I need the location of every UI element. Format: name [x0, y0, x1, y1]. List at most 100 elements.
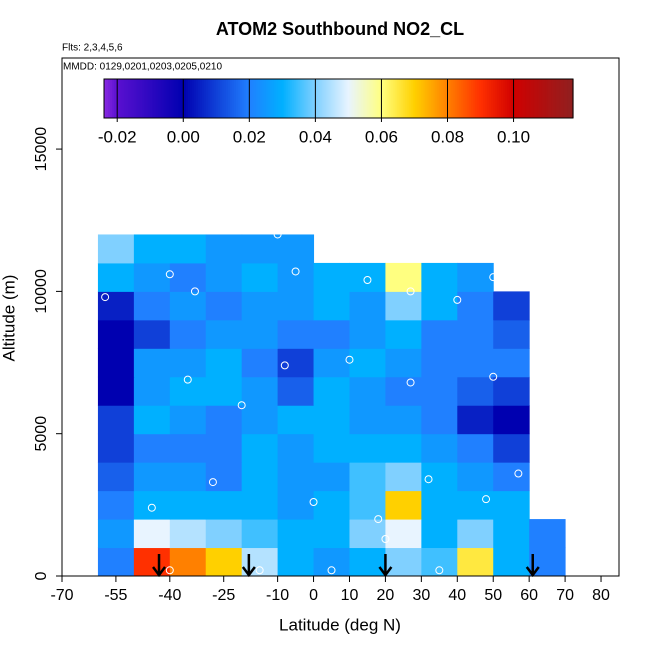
- colorbar-segment: [269, 79, 273, 118]
- heatmap-cell: [97, 405, 135, 435]
- colorbar-segment: [347, 79, 351, 118]
- colorbar-segment: [361, 79, 365, 118]
- sample-point: [489, 273, 498, 282]
- colorbar-segment: [297, 79, 301, 118]
- heatmap-cell: [349, 262, 386, 292]
- heatmap-cell: [385, 291, 422, 321]
- colorbar-segment: [221, 79, 225, 118]
- colorbar-segment: [437, 79, 440, 118]
- colorbar-segment: [335, 79, 339, 118]
- colorbar-segment: [407, 79, 410, 118]
- heatmap-cell: [133, 262, 171, 292]
- colorbar-segment: [421, 79, 424, 118]
- heatmap-cell: [385, 348, 422, 378]
- x-tick-label: 30: [412, 587, 430, 604]
- heatmap-cell: [313, 433, 350, 463]
- heatmap-cell: [457, 490, 494, 520]
- colorbar-segment: [419, 79, 422, 118]
- colorbar-segment: [567, 79, 570, 118]
- heatmap-cell: [205, 234, 243, 264]
- colorbar-segment: [213, 79, 217, 118]
- heatmap-cell: [97, 291, 135, 321]
- colorbar-segment: [129, 79, 133, 118]
- heatmap-cell: [277, 348, 315, 378]
- colorbar-segment: [429, 79, 432, 118]
- annotation: Flts: 2,3,4,5,6: [62, 43, 123, 54]
- heatmap-cell: [133, 348, 171, 378]
- heatmap-cell: [241, 348, 279, 378]
- colorbar-segment: [409, 79, 412, 118]
- colorbar-tick-label: 0.06: [365, 127, 398, 146]
- colorbar-segment: [209, 79, 213, 118]
- colorbar-segment: [483, 79, 486, 118]
- colorbar-segment: [229, 79, 233, 118]
- sample-point: [435, 566, 444, 575]
- heatmap-cell: [421, 348, 458, 378]
- sample-point: [147, 503, 156, 512]
- colorbar-tick-label: 0.02: [233, 127, 266, 146]
- heatmap-cell: [169, 405, 207, 435]
- colorbar-segment: [253, 79, 257, 118]
- sample-point: [424, 475, 433, 484]
- colorbar-segment: [345, 79, 349, 118]
- colorbar-segment: [415, 79, 418, 118]
- colorbar-segment: [551, 79, 554, 118]
- colorbar-segment: [497, 79, 500, 118]
- heatmap-cell: [241, 519, 279, 549]
- heatmap-cell: [313, 462, 350, 492]
- x-tick-label: 10: [341, 587, 359, 604]
- colorbar-segment: [235, 79, 239, 118]
- heatmap-cell: [493, 490, 530, 520]
- colorbar-segment: [545, 79, 548, 118]
- heatmap-cell: [133, 405, 171, 435]
- colorbar-segment: [465, 79, 468, 118]
- sample-point: [482, 495, 491, 504]
- colorbar-segment: [543, 79, 546, 118]
- colorbar-segment: [323, 79, 327, 118]
- colorbar-segment: [489, 79, 492, 118]
- arrow-head: [525, 566, 540, 578]
- x-tick-label: 50: [484, 587, 502, 604]
- heatmap-cell: [205, 376, 243, 406]
- colorbar-segment: [241, 79, 245, 118]
- colorbar-segment: [529, 79, 532, 118]
- colorbar-segment: [473, 79, 476, 118]
- colorbar-segment: [111, 79, 115, 118]
- colorbar-segment: [455, 79, 458, 118]
- heatmap-cell: [457, 462, 494, 492]
- heatmap-cell: [277, 433, 315, 463]
- heatmap-cell: [313, 376, 350, 406]
- heatmap-cell: [241, 319, 279, 349]
- colorbar-segment: [507, 79, 510, 118]
- sample-point: [255, 566, 264, 575]
- heatmap-cell: [205, 490, 243, 520]
- heatmap-cell: [133, 291, 171, 321]
- colorbar-segment: [215, 79, 219, 118]
- heatmap-cell: [205, 348, 243, 378]
- heatmap-cell: [313, 348, 350, 378]
- heatmap-cell: [349, 490, 386, 520]
- colorbar-segment: [191, 79, 195, 118]
- heatmap-cell: [349, 291, 386, 321]
- heatmap-cell: [493, 547, 530, 577]
- heatmap-cell: [241, 490, 279, 520]
- colorbar-segment: [255, 79, 259, 118]
- colorbar-segment: [527, 79, 530, 118]
- heatmap-cell: [493, 348, 530, 378]
- colorbar-segment: [563, 79, 566, 118]
- heatmap-cell: [349, 405, 386, 435]
- heatmap-cell: [277, 547, 315, 577]
- colorbar-segment: [367, 79, 371, 118]
- colorbar-segment: [477, 79, 480, 118]
- heatmap-cell: [313, 291, 350, 321]
- colorbar-segment: [293, 79, 297, 118]
- colorbar-segment: [441, 79, 444, 118]
- colorbar-segment: [321, 79, 325, 118]
- heatmap-cell: [205, 547, 243, 577]
- sample-point: [291, 267, 300, 276]
- colorbar-segment: [485, 79, 488, 118]
- colorbar-segment: [349, 79, 353, 118]
- colorbar-segment: [559, 79, 562, 118]
- heatmap-cell: [457, 405, 494, 435]
- heatmap-cell: [97, 433, 135, 463]
